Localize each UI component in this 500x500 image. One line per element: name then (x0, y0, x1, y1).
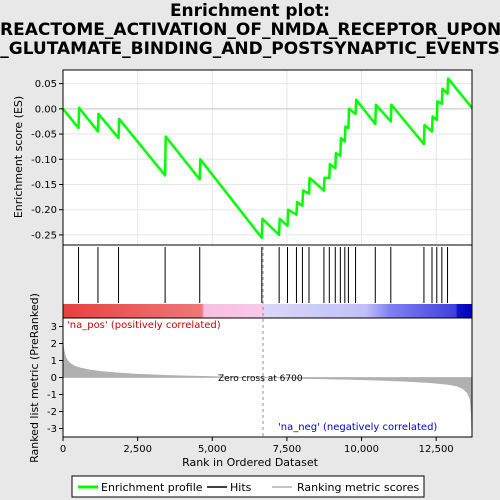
ranked-y-tick-label: 1 (51, 356, 57, 367)
chart-title-line-1: Enrichment plot: (169, 1, 331, 21)
chart-title: Enrichment plot: REACTOME_ACTIVATION_OF_… (0, 2, 500, 59)
x-tick-label: 7,500 (273, 444, 302, 455)
es-y-tick-label: -0.05 (31, 130, 57, 141)
chart-title-line-2: REACTOME_ACTIVATION_OF_NMDA_RECEPTOR_UPO… (0, 20, 500, 40)
es-y-tick-label: -0.20 (31, 205, 57, 216)
es-y-tick-label: 0.00 (35, 104, 57, 115)
es-y-tick-label: -0.25 (31, 230, 57, 241)
ranked-y-axis-label: Ranked list metric (PreRanked) (28, 293, 41, 463)
ranked-y-tick-label: 3 (51, 322, 57, 333)
x-tick-label: 12,500 (419, 444, 454, 455)
ranked-y-tick-label: -3 (47, 424, 57, 435)
es-y-axis-label: Enrichment score (ES) (12, 96, 25, 218)
ranking-metric-area (62, 343, 473, 436)
legend-label-ranking: Ranking metric scores (297, 481, 419, 494)
ranked-y-tick-label: 2 (51, 339, 57, 350)
es-y-tick-label: -0.10 (31, 155, 57, 166)
enrichment-profile-line (62, 77, 473, 240)
legend-label-enrichment: Enrichment profile (101, 481, 203, 494)
chart-title-line-3: _GLUTAMATE_BINDING_AND_POSTSYNAPTIC_EVEN… (0, 39, 500, 59)
ranked-y-tick-label: -1 (47, 390, 57, 401)
ranked-y-tick-label: 0 (51, 373, 57, 384)
neg-correlated-label: 'na_neg' (negatively correlated) (278, 422, 437, 433)
x-tick-label: 5,000 (198, 444, 227, 455)
legend-box (71, 475, 425, 498)
zero-cross-label: Zero cross at 6700 (218, 374, 303, 384)
legend: Enrichment profile Hits Ranking metric s… (71, 475, 425, 498)
x-axis-label: Rank in Ordered Dataset (182, 456, 319, 469)
x-tick-label: 10,000 (344, 444, 379, 455)
x-tick-label: 2,500 (123, 444, 152, 455)
ranked-y-tick-label: -2 (47, 407, 57, 418)
legend-label-hits: Hits (230, 481, 252, 494)
es-panel (63, 70, 472, 245)
es-y-tick-label: 0.05 (35, 79, 57, 90)
es-y-tick-label: -0.15 (31, 180, 57, 191)
hits-panel (63, 245, 472, 304)
x-tick-label: 0 (60, 444, 66, 455)
rank-color-bar (63, 304, 472, 318)
pos-correlated-label: 'na_pos' (positively correlated) (67, 320, 221, 331)
